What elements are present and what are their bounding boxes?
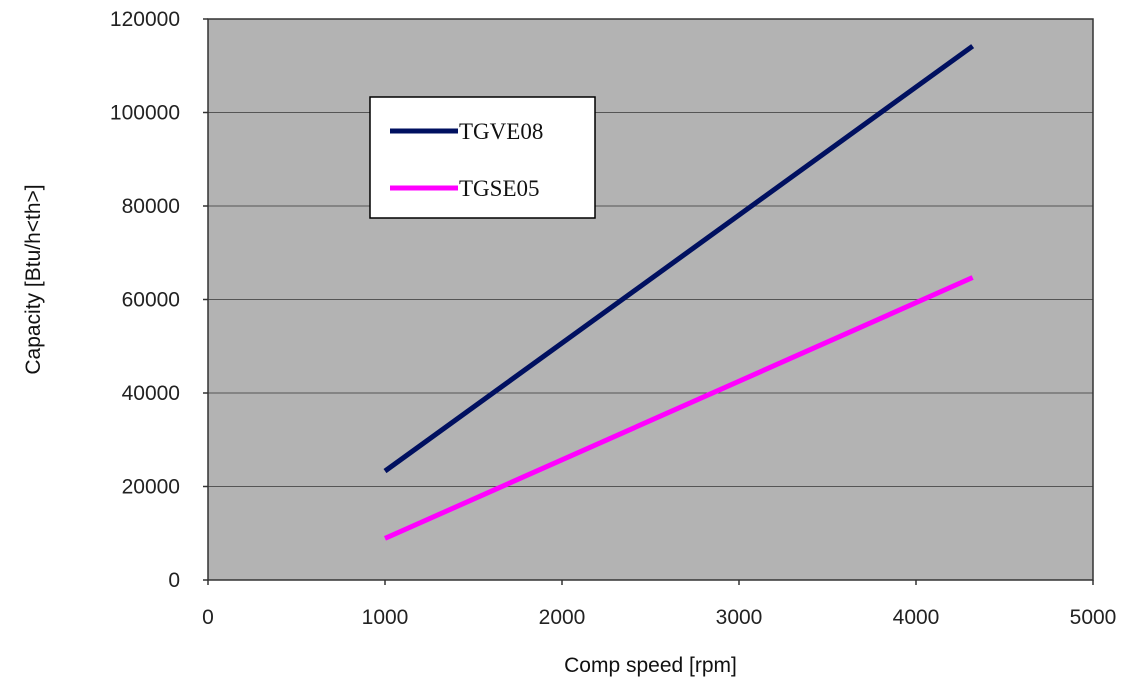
y-tick-label: 20000 xyxy=(122,476,180,499)
y-tick-label: 60000 xyxy=(122,289,180,312)
legend-box xyxy=(369,96,596,219)
gridlines xyxy=(208,112,1093,487)
x-tick-label: 3000 xyxy=(716,606,763,629)
y-tick-label: 40000 xyxy=(122,382,180,405)
x-tick-label: 4000 xyxy=(893,606,940,629)
legend-label: TGVE08 xyxy=(459,119,543,144)
y-axis-label: Capacity [Btu/h<th>] xyxy=(22,184,45,374)
series-line-tgve08 xyxy=(383,44,975,474)
legend: TGVE08 TGSE05 xyxy=(369,96,596,219)
y-tick-label: 80000 xyxy=(122,195,180,218)
y-tick-label: 0 xyxy=(168,569,180,592)
legend-label: TGSE05 xyxy=(459,176,540,201)
series-group xyxy=(383,44,975,541)
x-tick-label: 5000 xyxy=(1070,606,1117,629)
x-axis-label: Comp speed [rpm] xyxy=(564,654,737,677)
x-axis-ticks: 0 1000 2000 3000 4000 5000 xyxy=(202,580,1116,629)
y-axis-ticks: 0 20000 40000 60000 80000 100000 120000 xyxy=(110,8,208,592)
x-tick-label: 0 xyxy=(202,606,214,629)
y-tick-label: 100000 xyxy=(110,102,180,125)
series-line-tgse05 xyxy=(383,275,974,541)
x-tick-label: 1000 xyxy=(362,606,409,629)
x-tick-label: 2000 xyxy=(539,606,586,629)
y-tick-label: 120000 xyxy=(110,8,180,31)
